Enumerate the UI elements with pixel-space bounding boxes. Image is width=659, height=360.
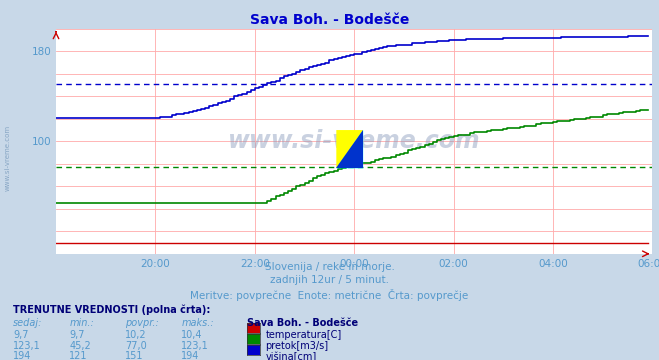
Text: TRENUTNE VREDNOSTI (polna črta):: TRENUTNE VREDNOSTI (polna črta): bbox=[13, 304, 211, 315]
Text: 10,2: 10,2 bbox=[125, 330, 147, 340]
Text: sedaj:: sedaj: bbox=[13, 318, 43, 328]
Text: 194: 194 bbox=[13, 351, 32, 360]
Polygon shape bbox=[336, 130, 363, 168]
Text: Meritve: povprečne  Enote: metrične  Črta: povprečje: Meritve: povprečne Enote: metrične Črta:… bbox=[190, 289, 469, 301]
Text: Sava Boh. - Bodešče: Sava Boh. - Bodešče bbox=[250, 13, 409, 27]
Text: 151: 151 bbox=[125, 351, 144, 360]
Text: 194: 194 bbox=[181, 351, 200, 360]
Text: 45,2: 45,2 bbox=[69, 341, 91, 351]
Text: pretok[m3/s]: pretok[m3/s] bbox=[266, 341, 329, 351]
Polygon shape bbox=[336, 130, 363, 168]
Text: 9,7: 9,7 bbox=[69, 330, 85, 340]
Text: povpr.:: povpr.: bbox=[125, 318, 159, 328]
Polygon shape bbox=[336, 130, 363, 168]
Text: www.si-vreme.com: www.si-vreme.com bbox=[228, 129, 480, 153]
Text: Slovenija / reke in morje.: Slovenija / reke in morje. bbox=[264, 262, 395, 272]
Text: www.si-vreme.com: www.si-vreme.com bbox=[5, 125, 11, 192]
Text: maks.:: maks.: bbox=[181, 318, 214, 328]
Text: zadnjih 12ur / 5 minut.: zadnjih 12ur / 5 minut. bbox=[270, 275, 389, 285]
Text: Sava Boh. - Bodešče: Sava Boh. - Bodešče bbox=[247, 318, 358, 328]
Text: min.:: min.: bbox=[69, 318, 94, 328]
Text: 123,1: 123,1 bbox=[13, 341, 41, 351]
Text: 9,7: 9,7 bbox=[13, 330, 29, 340]
Text: temperatura[C]: temperatura[C] bbox=[266, 330, 342, 340]
Text: 10,4: 10,4 bbox=[181, 330, 203, 340]
Text: 77,0: 77,0 bbox=[125, 341, 147, 351]
Text: 121: 121 bbox=[69, 351, 88, 360]
Text: 123,1: 123,1 bbox=[181, 341, 209, 351]
Text: višina[cm]: višina[cm] bbox=[266, 351, 317, 360]
